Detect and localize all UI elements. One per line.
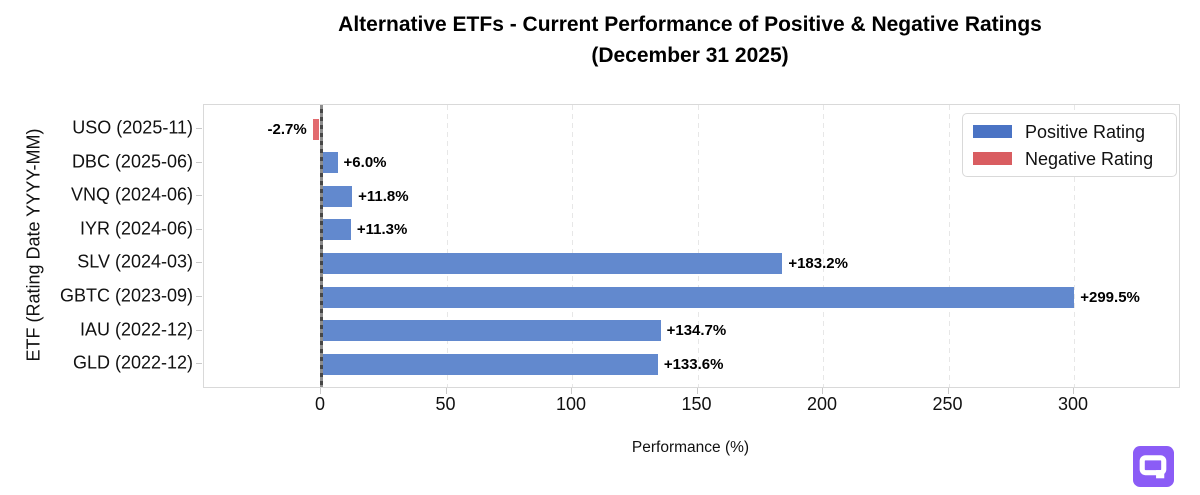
legend-label-negative: Negative Rating [1025, 148, 1154, 169]
bar-value-label: +11.8% [358, 187, 409, 205]
legend: Positive Rating Negative Rating [962, 113, 1177, 177]
legend-item-positive: Positive Rating [973, 122, 1166, 142]
y-axis-tick [196, 262, 202, 264]
zero-line [319, 105, 323, 387]
x-axis-tick [696, 388, 698, 394]
y-axis-tick [196, 161, 202, 163]
category-label: SLV (2024-03) [77, 251, 193, 272]
x-tick-label: 300 [1057, 394, 1089, 414]
bar-value-label: +183.2% [788, 254, 848, 272]
legend-swatch-negative [973, 152, 1012, 165]
category-label: IAU (2022-12) [79, 319, 193, 340]
x-axis-tick [1073, 388, 1074, 394]
logo-background [1133, 446, 1174, 487]
category-label: DBC (2025-06) [71, 151, 193, 172]
bar-dbc [322, 152, 338, 174]
q-speech-bubble-logo-icon [1133, 446, 1174, 487]
gridline-200 [823, 105, 824, 387]
y-axis-tick [196, 228, 202, 230]
x-tick-label: 200 [806, 394, 838, 414]
bar-value-label: +299.5% [1080, 288, 1140, 306]
chart-title-line2: (December 31 2025) [591, 44, 789, 67]
bar-uso [312, 118, 320, 140]
category-label: GLD (2022-12) [72, 352, 193, 373]
y-axis-tick [196, 329, 202, 331]
bar-iyr [322, 219, 351, 241]
bar-gbtc [322, 286, 1075, 308]
x-axis-tick [445, 388, 447, 394]
gridline-300 [1074, 105, 1075, 387]
gridline-50 [446, 105, 448, 387]
x-tick-label: 150 [681, 394, 712, 414]
gridline-150 [697, 105, 699, 387]
x-tick-label: 100 [555, 394, 587, 414]
x-axis-tick [947, 388, 949, 394]
category-label: USO (2025-11) [72, 117, 193, 138]
category-label: VNQ (2024-06) [70, 184, 193, 205]
x-tick-label: 50 [435, 394, 456, 414]
bar-value-label: +133.6% [663, 355, 724, 373]
category-label: IYR (2024-06) [79, 218, 193, 239]
bar-iau [322, 320, 661, 342]
x-axis-title: Performance (%) [631, 439, 750, 456]
gridline-250 [948, 105, 950, 387]
legend-swatch-positive [973, 125, 1012, 138]
chart-title-line1: Alternative ETFs - Current Performance o… [338, 13, 1042, 36]
chart-title: Alternative ETFs - Current Performance o… [195, 9, 1185, 71]
bar-slv [322, 252, 783, 274]
bar-vnq [322, 185, 353, 207]
bar-value-label: +11.3% [356, 221, 408, 239]
gridline-100 [572, 105, 573, 387]
legend-item-negative: Negative Rating [973, 149, 1166, 169]
category-label: GBTC (2023-09) [59, 285, 193, 306]
x-axis-tick [320, 388, 321, 394]
legend-label-positive: Positive Rating [1025, 121, 1146, 142]
bar-value-label: -2.7% [267, 120, 307, 138]
x-tick-label: 250 [932, 394, 963, 414]
y-axis-tick [196, 296, 202, 297]
y-axis-tick [196, 195, 202, 197]
bar-value-label: +134.7% [666, 322, 727, 340]
x-axis-tick [822, 388, 823, 394]
bar-value-label: +6.0% [343, 154, 387, 172]
y-axis-tick [196, 363, 202, 365]
bar-gld [322, 353, 658, 375]
y-axis-tick [196, 128, 202, 129]
x-axis-tick [571, 388, 572, 394]
x-tick-label: 0 [314, 394, 325, 414]
